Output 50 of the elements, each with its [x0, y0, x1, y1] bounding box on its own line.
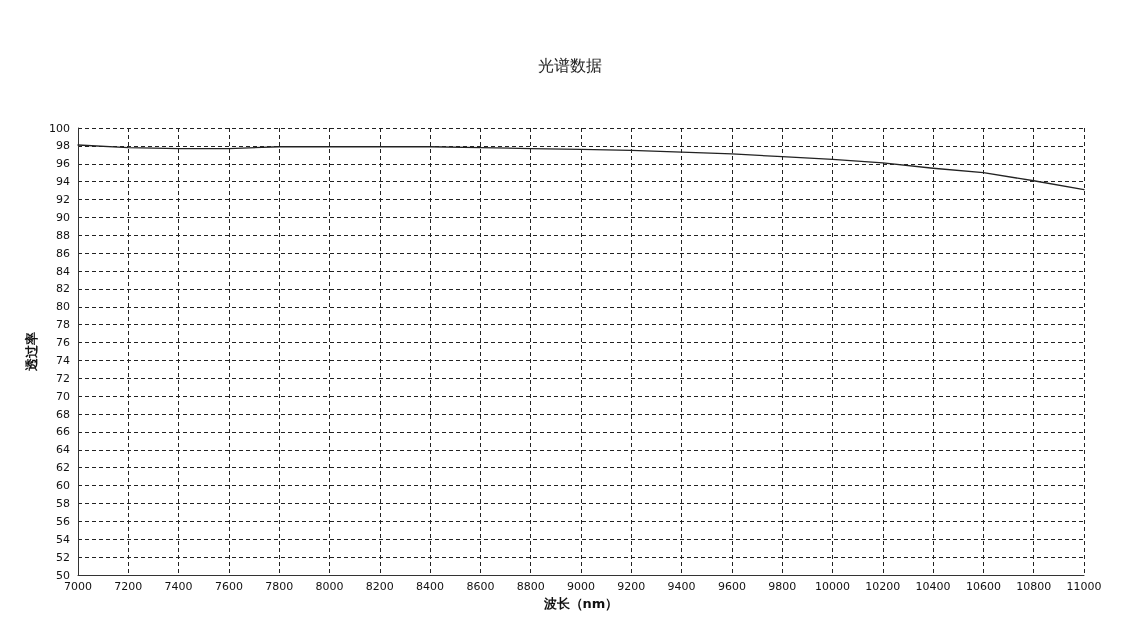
- y-tick-label: 84: [56, 264, 70, 278]
- y-tick-label: 68: [56, 407, 70, 421]
- y-tick-label: 96: [56, 157, 70, 171]
- x-tick-label: 7400: [164, 580, 193, 593]
- y-tick-label: 76: [56, 336, 70, 350]
- y-tick-label: 80: [56, 300, 70, 314]
- y-tick-label: 60: [56, 479, 70, 493]
- y-tick-label: 58: [56, 496, 70, 510]
- x-tick-label: 11000: [1066, 580, 1102, 593]
- y-tick-label: 78: [56, 318, 70, 332]
- x-tick-label: 9400: [667, 580, 696, 593]
- y-tick-label: 72: [56, 371, 70, 385]
- x-tick-label: 8600: [466, 580, 495, 593]
- x-tick-label: 10000: [815, 580, 850, 593]
- y-tick-label: 50: [56, 568, 70, 582]
- x-axis-title: 波长（nm）: [542, 596, 619, 611]
- y-tick-label: 86: [56, 246, 70, 260]
- y-tick-label: 92: [56, 193, 70, 207]
- y-tick-label: 52: [56, 550, 70, 564]
- y-tick-label: 66: [56, 425, 70, 439]
- x-tick-label: 10400: [915, 580, 951, 593]
- x-tick-label: 8000: [315, 580, 344, 593]
- x-tick-label: 8200: [365, 580, 394, 593]
- y-tick-label: 90: [56, 210, 70, 224]
- y-tick-label: 74: [56, 353, 70, 367]
- x-tick-label: 8400: [416, 580, 445, 593]
- y-tick-label: 88: [56, 228, 70, 242]
- x-tick-label: 10800: [1016, 580, 1052, 593]
- x-tick-label: 7600: [214, 580, 243, 593]
- y-tick-label: 82: [56, 282, 70, 296]
- x-tick-label: 9800: [768, 580, 797, 593]
- x-tick-label: 9600: [717, 580, 746, 593]
- x-tick-label: 10600: [965, 580, 1001, 593]
- y-tick-label: 70: [56, 389, 70, 403]
- chart-title: 光谱数据: [537, 55, 602, 75]
- y-tick-label: 56: [56, 514, 70, 528]
- x-tick-label: 8800: [516, 580, 545, 593]
- y-axis-title: 透过率: [24, 332, 39, 372]
- y-tick-label: 100: [49, 121, 70, 135]
- y-tick-label: 98: [56, 139, 70, 153]
- x-tick-label: 7000: [64, 580, 92, 593]
- x-tick-label: 9200: [617, 580, 646, 593]
- x-tick-label: 7200: [114, 580, 143, 593]
- y-tick-label: 64: [56, 443, 70, 457]
- y-tick-label: 54: [56, 532, 70, 546]
- x-tick-label: 7800: [265, 580, 294, 593]
- x-tick-label: 9000: [567, 580, 595, 593]
- y-tick-label: 94: [56, 175, 70, 189]
- y-tick-label: 62: [56, 461, 70, 475]
- x-tick-label: 10200: [865, 580, 901, 593]
